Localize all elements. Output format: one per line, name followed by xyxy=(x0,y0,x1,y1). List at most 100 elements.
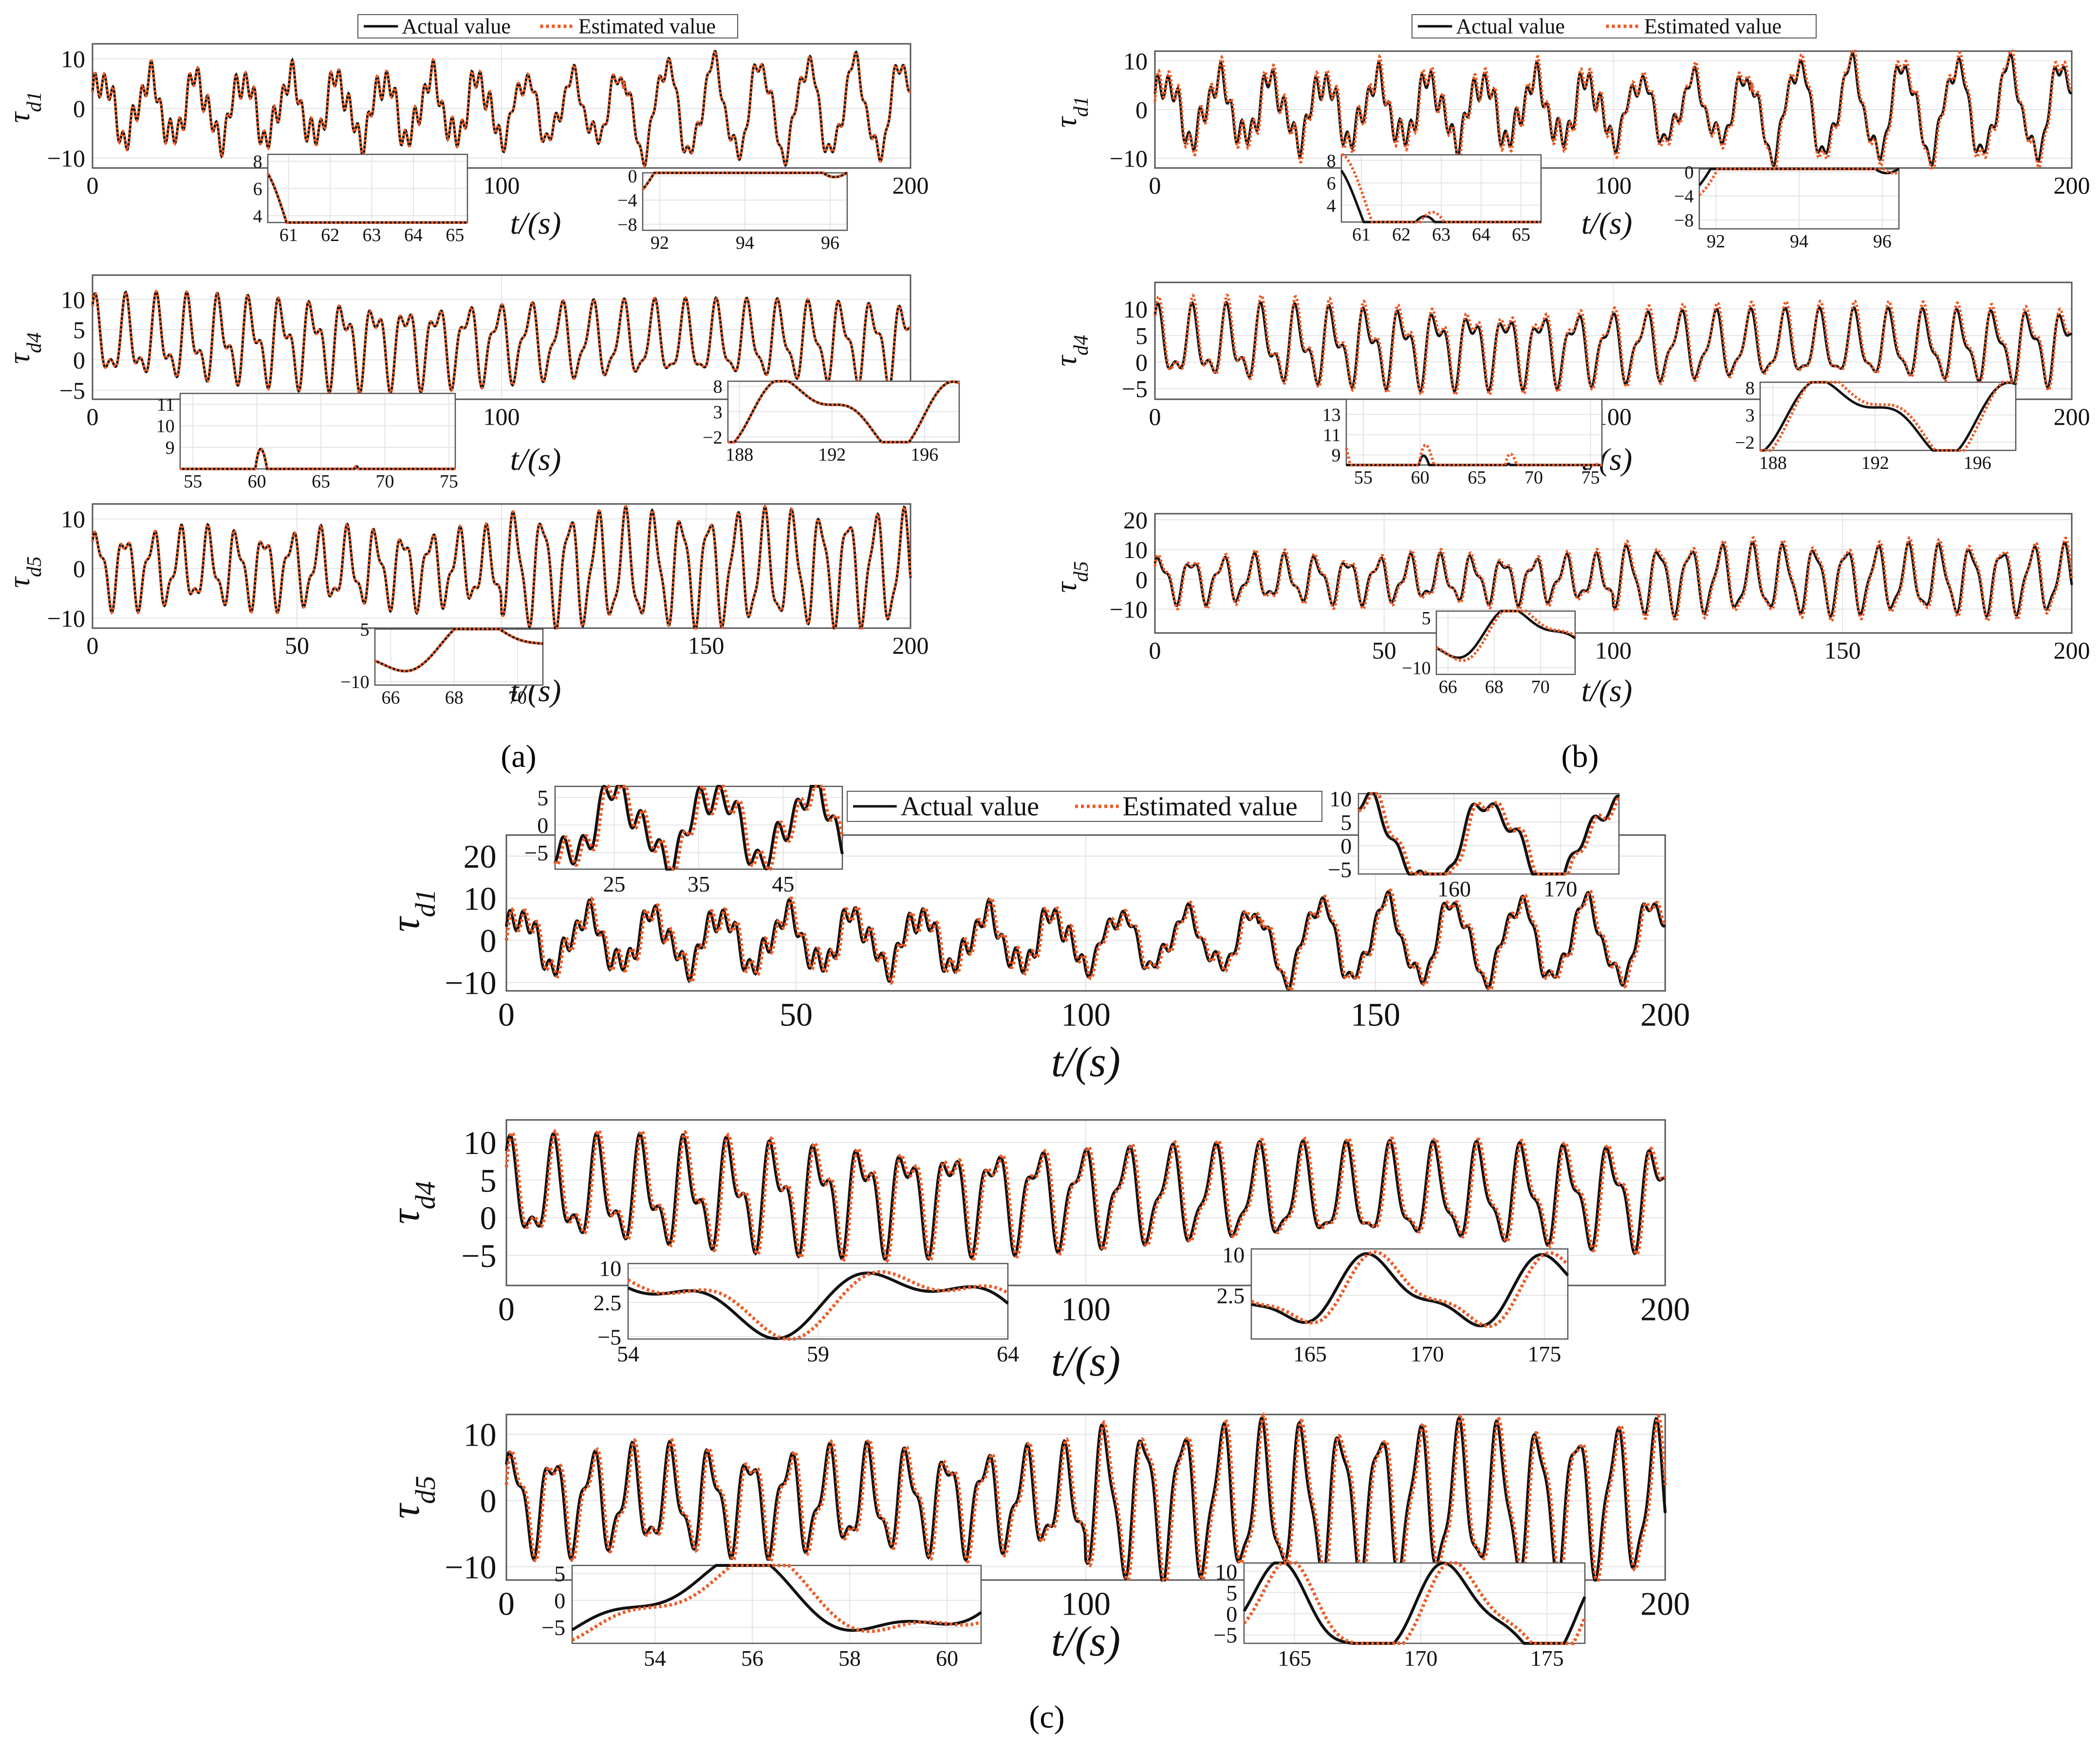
main-c1-frame xyxy=(505,834,1666,992)
main-a4-estimated-line xyxy=(91,289,912,395)
main-a5-xtick-label: 200 xyxy=(892,632,929,659)
inset-a1-0-ytick-label: 8 xyxy=(253,151,262,172)
inset-c5-1-actual-line xyxy=(1243,1562,1586,1645)
inset-b1-1-estimated-line xyxy=(1698,167,1899,196)
main-b1-estimated-line xyxy=(1153,50,2073,170)
inset-b4-0-ytick-label: 13 xyxy=(1322,405,1341,425)
main-c1-xtick-label: 100 xyxy=(1061,996,1111,1033)
inset-c5-0-xtick-label: 56 xyxy=(741,1646,763,1671)
inset-a4-0-xtick-label: 75 xyxy=(440,471,458,492)
main-b5-xtick-label: 100 xyxy=(1595,637,1632,664)
inset-c5-1-estimated-line xyxy=(1243,1561,1587,1645)
main-a5-estimated-line xyxy=(91,504,912,630)
inset-b4-0-xtick-label: 75 xyxy=(1581,467,1600,488)
inset-b1-0: 61 62 63 64 65 468 xyxy=(1327,151,1542,245)
inset-a4-0-ytick-label: 9 xyxy=(166,438,175,458)
inset-c5-0-frame xyxy=(571,1564,982,1644)
main-b4-ytick-label: 0 xyxy=(1135,349,1148,376)
inset-c5-0-xtick-label: 54 xyxy=(644,1646,666,1671)
inset-a4-1-ytick-label: −2 xyxy=(703,428,722,448)
main-a4-ytick-label: 0 xyxy=(73,347,85,374)
inset-c4-0: 54 59 64 −5 2.5 10 xyxy=(594,1256,1019,1366)
xlabel-b5: t/(s) xyxy=(1581,673,1633,708)
inset-a1-1-estimated-line xyxy=(641,171,848,190)
main-b4-frame xyxy=(1154,281,2073,400)
inset-c4-0-xtick-label: 64 xyxy=(997,1341,1019,1366)
inset-b4-0-xtick-label: 60 xyxy=(1411,467,1430,488)
inset-b5-0: 66 68 70 −10 5 xyxy=(1402,608,1577,697)
main-b4-xtick-label: 200 xyxy=(2054,403,2090,430)
inset-b5-0-actual-line xyxy=(1435,610,1576,659)
ylabel-b4: τd4 xyxy=(1049,335,1093,367)
inset-b4-0-ytick-label: 11 xyxy=(1323,425,1341,446)
main-c4-ytick-label: −5 xyxy=(461,1237,496,1274)
inset-a5-0: 66 68 70 −10 5 xyxy=(340,619,544,708)
inset-b4-1-xtick-label: 192 xyxy=(1861,453,1889,473)
inset-background xyxy=(1346,399,1602,465)
inset-a1-1: 92 94 96 −8 −4 0 xyxy=(617,167,848,253)
main-c1-ytick-label: −10 xyxy=(445,965,496,1002)
main-c1-xtick-label: 50 xyxy=(780,996,813,1033)
main-c5-ytick-label: 0 xyxy=(480,1483,497,1520)
inset-a4-1-ytick-label: 3 xyxy=(713,402,723,423)
inset-c5-0-xtick-label: 58 xyxy=(838,1646,861,1671)
inset-c1-0-xtick-label: 25 xyxy=(603,872,625,896)
main-c4-estimated-line xyxy=(504,1128,1666,1264)
main-b5-xtick-label: 50 xyxy=(1372,637,1396,664)
inset-b4-0-ytick-label: 9 xyxy=(1332,446,1341,466)
inset-c1-0-xtick-label: 35 xyxy=(688,872,710,896)
main-b1-ytick-label: 0 xyxy=(1135,96,1148,124)
inset-c5-1-frame xyxy=(1243,1562,1586,1644)
inset-c1-0-ytick-label: 5 xyxy=(537,785,548,810)
panel-label-c: (c) xyxy=(1029,1699,1064,1735)
main-c5-xtick-label: 100 xyxy=(1061,1585,1111,1622)
main-a5-xtick-label: 50 xyxy=(285,632,309,659)
inset-a4-1-xtick-label: 196 xyxy=(911,445,938,465)
ylabel-a5: τd5 xyxy=(2,557,46,588)
inset-c1-0-ytick-label: −5 xyxy=(524,840,548,865)
inset-c4-0-frame xyxy=(627,1263,1009,1340)
main-a1-ytick-label: 10 xyxy=(61,45,85,73)
inset-a5-0-xtick-label: 68 xyxy=(445,688,464,708)
inset-a1-1-ytick-label: −8 xyxy=(617,215,637,235)
legend-actual-label: Actual value xyxy=(901,791,1040,821)
inset-background xyxy=(180,393,455,469)
chart-a4: 0100200−50510τd4t/(s)5560657075910111881… xyxy=(2,274,960,492)
main-a1-xtick-label: 0 xyxy=(87,172,99,199)
inset-a4-0-xtick-label: 55 xyxy=(184,471,202,492)
inset-c5-0-ytick-label: −5 xyxy=(541,1615,565,1640)
inset-a5-0-xtick-label: 70 xyxy=(508,688,527,708)
xlabel-c4: t/(s) xyxy=(1051,1338,1120,1385)
legend-actual-label: Actual value xyxy=(402,15,511,38)
main-c1-xtick-label: 0 xyxy=(498,996,515,1033)
legend-actual-label: Actual value xyxy=(1456,15,1565,38)
main-a1-estimated-line xyxy=(91,50,912,168)
inset-background xyxy=(572,1565,981,1643)
main-a5-ytick-label: 10 xyxy=(61,505,85,533)
panel-label-b: (b) xyxy=(1561,739,1599,774)
inset-b4-1-frame xyxy=(1759,381,2017,451)
ylabel-b1: τd1 xyxy=(1049,96,1093,128)
inset-c4-1-xtick-label: 175 xyxy=(1527,1341,1561,1366)
inset-b1-1-xtick-label: 94 xyxy=(1790,231,1808,252)
xlabel-b1: t/(s) xyxy=(1581,206,1633,241)
inset-b4-1-estimated-line xyxy=(1760,381,2016,452)
inset-a5-0-xtick-label: 66 xyxy=(382,688,400,708)
inset-c5-0-estimated-line xyxy=(571,1563,982,1642)
inset-c1-1-xtick-label: 170 xyxy=(1543,876,1577,901)
main-b5-ytick-label: 0 xyxy=(1135,566,1148,593)
main-a4-ytick-label: −5 xyxy=(59,377,85,404)
inset-a4-0-ytick-label: 10 xyxy=(156,416,175,437)
inset-b4-1-ytick-label: −2 xyxy=(1735,433,1754,453)
inset-a5-0-ytick-label: 5 xyxy=(360,619,370,640)
